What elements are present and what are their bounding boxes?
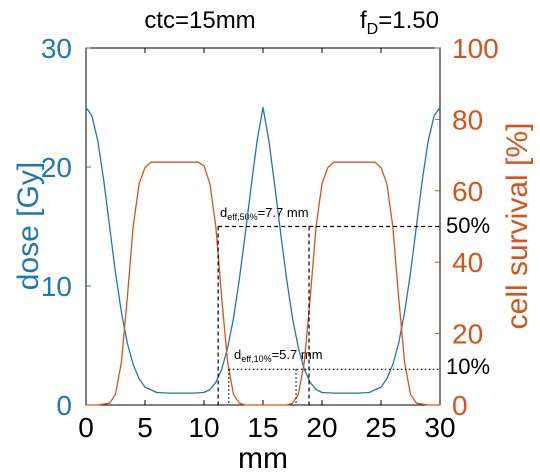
annotation-50-pct: 50% [446, 213, 490, 238]
y-left-tick-label: 0 [56, 390, 72, 421]
y-right-tick-label: 40 [452, 247, 483, 278]
x-tick-label: 30 [424, 412, 455, 443]
x-tick-label: 0 [78, 412, 94, 443]
series-line-dose [85, 106, 441, 394]
annotation-10-label: deff,10%=5.7 mm [234, 347, 323, 364]
y-right-tick-label: 0 [452, 390, 468, 421]
annotation-10-pct: 10% [446, 354, 490, 379]
chart-title-fd-value: =1.50 [378, 7, 439, 34]
x-tick-label: 15 [247, 412, 278, 443]
y-axis-label-right: cell survival [%] [501, 123, 534, 330]
y-left-tick-label: 20 [41, 152, 72, 183]
x-tick-label: 25 [365, 412, 396, 443]
y-right-tick-label: 60 [452, 176, 483, 207]
x-tick-label: 5 [137, 412, 153, 443]
annotation-50-label: deff,50%=7.7 mm [220, 205, 309, 222]
y-right-tick-label: 20 [452, 319, 483, 350]
annotation-50-main: d [220, 205, 227, 220]
y-axis-label-left: dose [Gy] [12, 162, 45, 290]
annotation-50-sub: eff,50% [227, 212, 257, 222]
annotation-50-value: =7.7 mm [258, 205, 309, 220]
y-right-tick-label: 100 [452, 33, 499, 64]
y-left-tick-label: 10 [41, 271, 72, 302]
chart-title-fd-sub: D [367, 21, 379, 38]
y-left-tick-label: 30 [41, 33, 72, 64]
y-right-tick-label: 80 [452, 104, 483, 135]
chart-title-ctc: ctc=15mm [144, 7, 255, 34]
series-line-survival [86, 161, 440, 406]
x-tick-label: 20 [306, 412, 337, 443]
chart-title-fd-main: f [360, 7, 367, 34]
x-axis-label: mm [238, 442, 288, 474]
annotation-10-value: =5.7 mm [272, 347, 323, 362]
chart-title-fd: fD=1.50 [360, 7, 439, 38]
annotation-10-sub: eff,10% [241, 354, 271, 364]
x-tick-label: 10 [188, 412, 219, 443]
annotation-10-main: d [234, 347, 241, 362]
